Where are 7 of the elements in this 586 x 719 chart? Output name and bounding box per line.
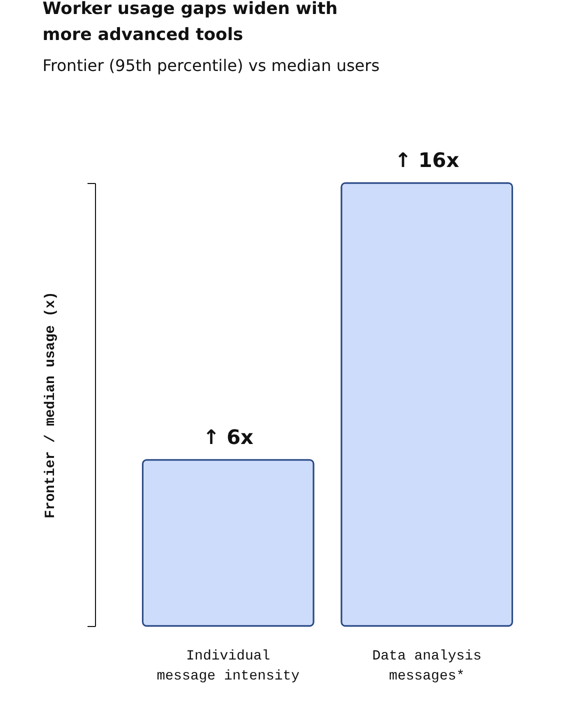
data-label: ↑ 6x [202, 424, 254, 449]
x-tick-label: Individual message intensity [156, 648, 300, 684]
data-label: ↑ 16x [394, 148, 460, 172]
chart-subtitle: Frontier (95th percentile) vs median users [42, 56, 380, 75]
y-axis-title: Frontier / median usage (x) [43, 292, 59, 518]
chart-title: Worker usage gaps widen with more advanced tools [42, 0, 338, 45]
x-tick-label: Data analysis messages* [372, 648, 482, 684]
